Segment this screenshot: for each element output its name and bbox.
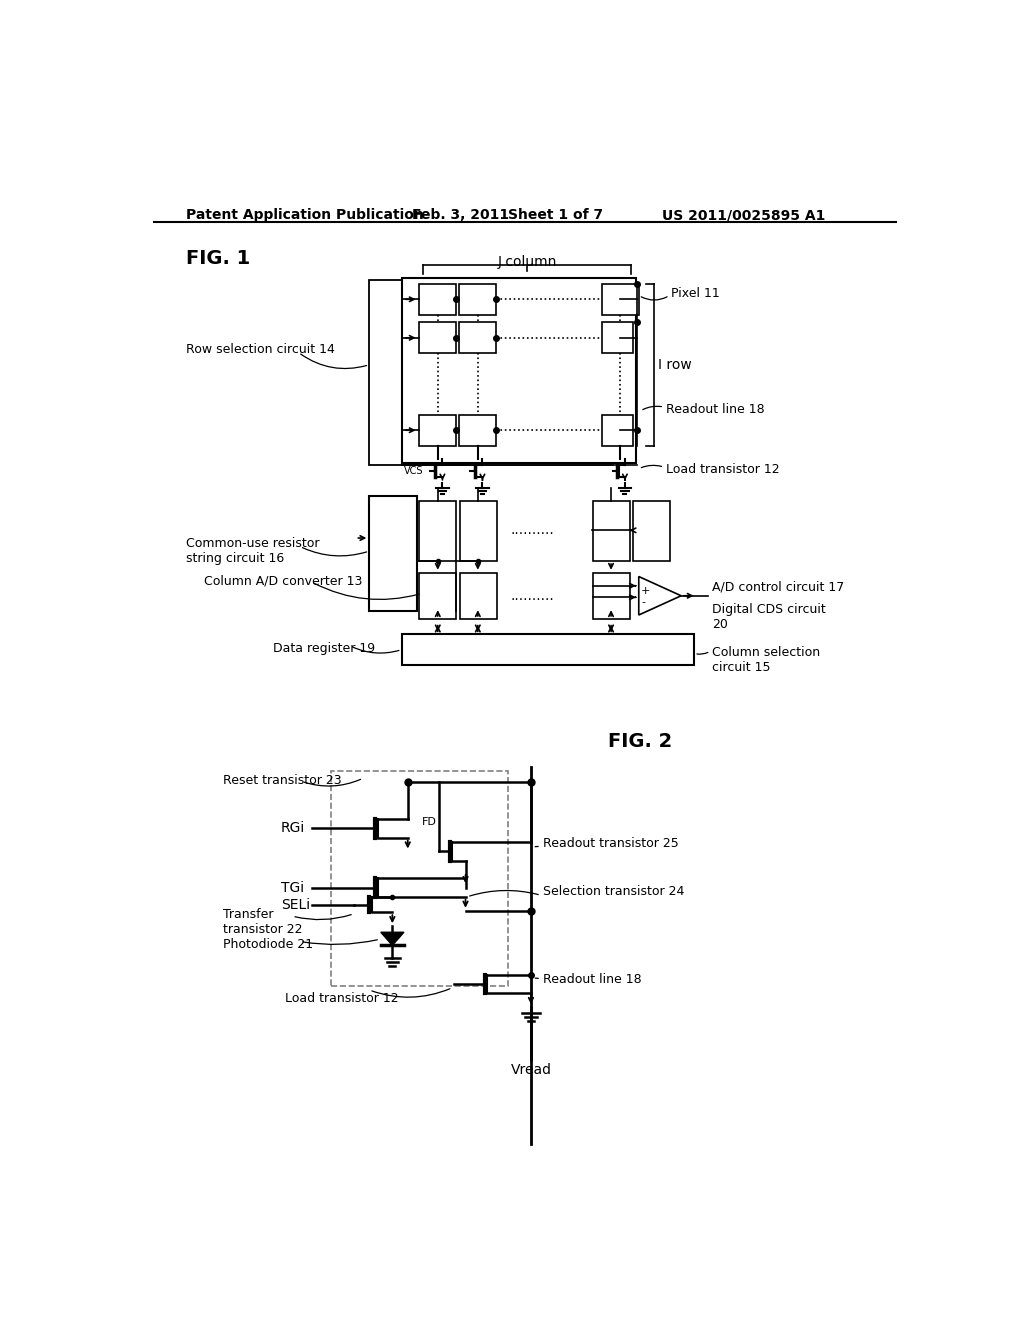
Text: Photodiode 21: Photodiode 21 [223,937,313,950]
Text: Load transistor 12: Load transistor 12 [666,463,779,477]
Text: US 2011/0025895 A1: US 2011/0025895 A1 [662,209,825,223]
Text: ..........: .......... [510,523,554,537]
Bar [419,284,457,314]
Text: Feb. 3, 2011: Feb. 3, 2011 [412,209,509,223]
Text: -: - [641,598,645,607]
Text: Sheet 1 of 7: Sheet 1 of 7 [508,209,603,223]
Bar [460,414,497,446]
Bar [602,414,633,446]
Text: ..........: .......... [510,589,554,603]
Text: Selection transistor 24: Selection transistor 24 [543,884,684,898]
Bar [602,322,633,354]
Text: Vread: Vread [510,1063,552,1077]
Text: RGi: RGi [281,821,305,836]
Text: J column: J column [498,256,557,269]
Bar [634,502,671,561]
Polygon shape [381,932,403,945]
Text: Data register 19: Data register 19 [273,642,375,655]
Bar [370,280,401,465]
Bar [331,771,508,986]
Text: Row selection circuit 14: Row selection circuit 14 [186,343,335,356]
Text: Digital CDS circuit
20: Digital CDS circuit 20 [712,603,825,631]
Text: Column selection
circuit 15: Column selection circuit 15 [712,645,820,673]
Bar [460,322,497,354]
Text: Readout line 18: Readout line 18 [543,973,641,986]
Text: Patent Application Publication: Patent Application Publication [186,209,424,223]
Text: Readout line 18: Readout line 18 [666,404,764,416]
Text: Pixel 11: Pixel 11 [671,286,720,300]
Bar [602,284,639,314]
Bar [401,635,694,665]
Bar [419,322,457,354]
Bar [419,573,457,619]
Text: Reset transistor 23: Reset transistor 23 [223,775,342,788]
Text: FIG. 1: FIG. 1 [186,249,250,268]
Text: FIG. 2: FIG. 2 [608,733,672,751]
Text: Transfer
transistor 22: Transfer transistor 22 [223,908,302,936]
Text: Load transistor 12: Load transistor 12 [285,991,398,1005]
Text: Common-use resistor
string circuit 16: Common-use resistor string circuit 16 [186,537,319,565]
Bar [460,284,497,314]
Bar [460,502,497,561]
Text: FD: FD [422,817,437,826]
Bar [419,502,457,561]
Text: SELi: SELi [281,898,310,912]
Bar [593,502,630,561]
Text: I row: I row [658,358,692,372]
Text: Column A/D converter 13: Column A/D converter 13 [204,574,362,587]
Polygon shape [639,577,681,615]
Bar [419,414,457,446]
Bar [593,573,630,619]
Text: VCS: VCS [403,466,423,477]
Text: A/D control circuit 17: A/D control circuit 17 [712,581,844,594]
Bar [370,496,417,611]
Text: TGi: TGi [281,880,304,895]
Text: Readout transistor 25: Readout transistor 25 [543,837,678,850]
Text: +: + [641,586,650,595]
Bar [401,277,637,462]
Bar [460,573,497,619]
